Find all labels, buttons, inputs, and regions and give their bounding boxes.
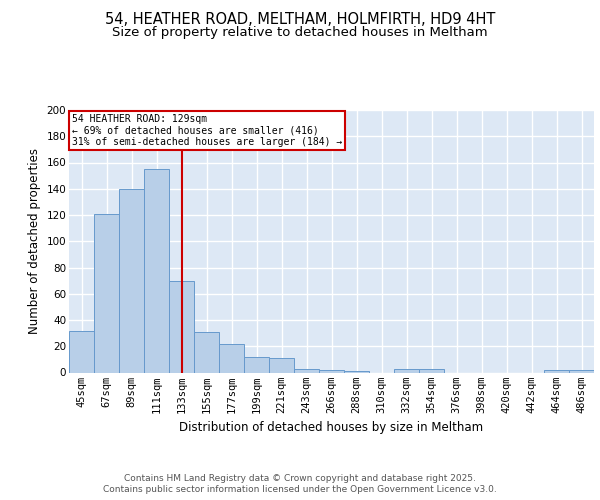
Bar — [544, 370, 569, 372]
Bar — [169, 280, 194, 372]
Text: 54 HEATHER ROAD: 129sqm
← 69% of detached houses are smaller (416)
31% of semi-d: 54 HEATHER ROAD: 129sqm ← 69% of detache… — [71, 114, 342, 147]
Bar — [319, 370, 344, 372]
Bar — [294, 368, 319, 372]
Bar — [569, 370, 594, 372]
Text: 54, HEATHER ROAD, MELTHAM, HOLMFIRTH, HD9 4HT: 54, HEATHER ROAD, MELTHAM, HOLMFIRTH, HD… — [105, 12, 495, 28]
Bar — [219, 344, 244, 372]
Y-axis label: Number of detached properties: Number of detached properties — [28, 148, 41, 334]
Bar — [194, 332, 219, 372]
X-axis label: Distribution of detached houses by size in Meltham: Distribution of detached houses by size … — [179, 421, 484, 434]
Text: Contains HM Land Registry data © Crown copyright and database right 2025.
Contai: Contains HM Land Registry data © Crown c… — [103, 474, 497, 494]
Bar — [344, 371, 369, 372]
Bar — [144, 169, 169, 372]
Bar — [69, 330, 94, 372]
Bar — [94, 214, 119, 372]
Bar — [394, 368, 419, 372]
Bar — [419, 368, 444, 372]
Bar — [244, 357, 269, 372]
Bar — [269, 358, 294, 372]
Bar — [119, 188, 144, 372]
Text: Size of property relative to detached houses in Meltham: Size of property relative to detached ho… — [112, 26, 488, 39]
